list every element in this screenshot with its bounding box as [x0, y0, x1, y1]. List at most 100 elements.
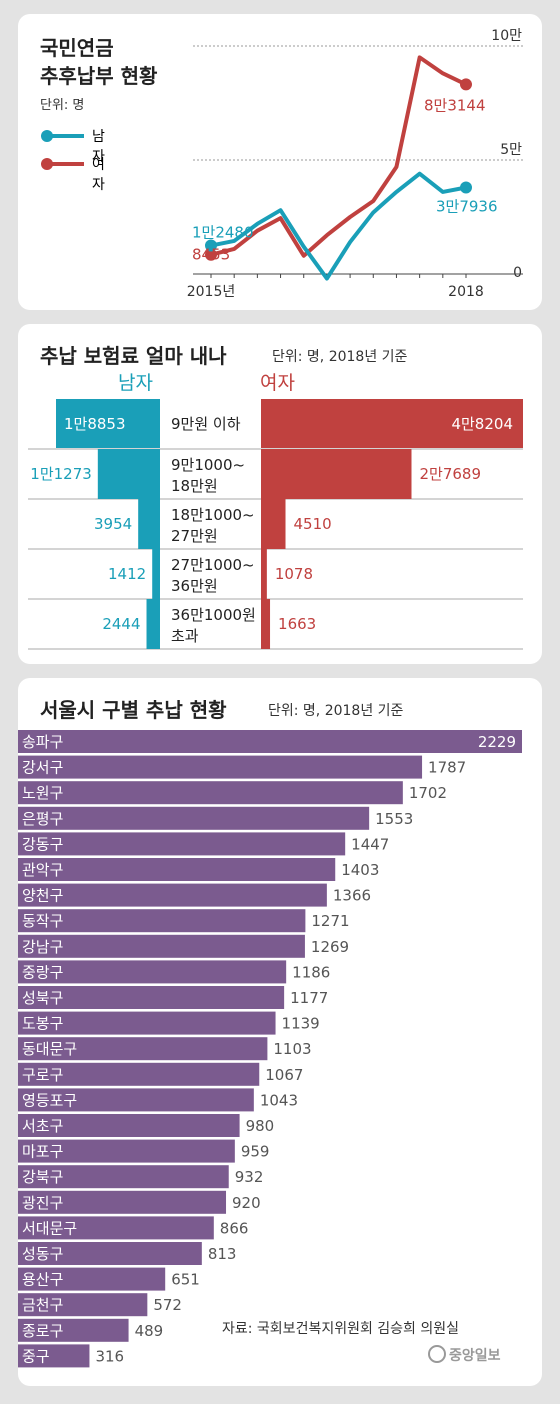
district-name: 강남구	[22, 938, 63, 956]
district-value: 489	[135, 1322, 164, 1340]
district-bar	[18, 934, 305, 958]
district-bar	[18, 986, 285, 1009]
female-bar	[261, 599, 271, 649]
premium-panel: 추납 보험료 얼마 내나 단위: 명, 2018년 기준 남자 여자 1만885…	[18, 324, 542, 664]
district-value: 1103	[273, 1040, 311, 1058]
district-name: 중랑구	[22, 963, 63, 981]
district-name: 구로구	[22, 1066, 63, 1084]
district-value: 572	[153, 1296, 182, 1314]
district-bar	[18, 781, 403, 805]
panel1-title-line1: 국민연금	[40, 36, 114, 60]
female-end-label: 8만3144	[424, 96, 486, 114]
range-label: 18만원	[171, 477, 218, 495]
female-header: 여자	[260, 372, 295, 394]
male-value-label: 1412	[108, 565, 146, 583]
legend-female-swatch	[41, 158, 84, 170]
range-label: 36만원	[171, 577, 218, 595]
y-tick-label: 0	[513, 265, 522, 281]
range-label: 27만1000~	[171, 556, 255, 574]
male-bar	[56, 399, 160, 448]
range-label: 9만1000~	[171, 456, 245, 474]
legend-female: 여자	[40, 156, 105, 193]
male-series-line	[210, 171, 467, 281]
district-value: 1067	[265, 1066, 303, 1084]
district-name: 성동구	[22, 1245, 63, 1263]
district-bar	[18, 1139, 235, 1163]
district-bar	[18, 755, 423, 779]
district-value: 1177	[290, 989, 328, 1007]
publisher-logo: 중앙일보	[428, 1345, 501, 1365]
female-start-label: 8453	[192, 246, 230, 264]
district-name: 강동구	[22, 835, 63, 853]
panel2-unit: 단위: 명, 2018년 기준	[272, 349, 408, 365]
district-name: 강서구	[22, 759, 63, 777]
district-value: 813	[208, 1245, 237, 1263]
female-series-line	[210, 55, 467, 258]
male-bar	[152, 549, 160, 599]
legend-male-swatch	[41, 130, 84, 142]
district-value: 1366	[333, 887, 371, 905]
district-value: 1702	[409, 784, 447, 802]
legend-female-label: 여자	[92, 157, 105, 193]
female-start-point	[205, 248, 217, 261]
female-value-label: 4510	[294, 515, 332, 533]
x-tick-label: 2015년	[187, 284, 236, 300]
district-value: 2229	[478, 733, 516, 751]
district-name: 마포구	[22, 1143, 63, 1161]
female-value-label: 2만7689	[419, 465, 481, 483]
district-name: 도봉구	[22, 1015, 63, 1033]
pension-trend-panel: 국민연금 추후납부 현황 단위: 명 남자 여자 10만 5만 0 2015년 2018…	[18, 14, 542, 310]
district-bar	[18, 1318, 129, 1342]
range-label: 36만1000원	[171, 606, 256, 624]
district-bar	[18, 1216, 214, 1240]
district-name: 영등포구	[22, 1091, 77, 1109]
female-end-point	[460, 78, 472, 91]
district-value: 920	[232, 1194, 261, 1212]
district-name: 강북구	[22, 1168, 63, 1186]
district-value: 932	[235, 1168, 264, 1186]
district-name: 서대문구	[22, 1219, 77, 1237]
male-value-label: 1만1273	[30, 465, 92, 483]
district-bar	[18, 1190, 227, 1214]
district-name: 종로구	[22, 1322, 63, 1340]
district-value: 1271	[311, 912, 349, 930]
male-value-label: 1만8853	[64, 415, 126, 433]
panel1-unit: 단위: 명	[40, 98, 85, 113]
district-value: 1403	[341, 861, 379, 879]
district-value: 1553	[375, 810, 413, 828]
legend-male: 남자	[40, 128, 105, 165]
male-bar	[97, 449, 160, 499]
y-tick-label: 10만	[491, 28, 522, 44]
range-label: 18만1000~	[171, 506, 255, 524]
district-value: 1787	[428, 759, 466, 777]
district-name: 은평구	[22, 810, 63, 828]
male-value-label: 2444	[102, 615, 140, 633]
district-bar	[18, 909, 306, 933]
district-name: 양천구	[22, 887, 63, 905]
line-chart: 10만 5만 0 2015년 2018 1만2480 8453 3만7936 8만3144	[187, 28, 523, 300]
district-name: 노원구	[22, 784, 63, 802]
logo-text: 중앙일보	[449, 1348, 501, 1364]
female-bar	[261, 549, 267, 599]
district-name: 용산구	[22, 1271, 63, 1289]
range-label: 초과	[171, 627, 199, 645]
district-bar	[18, 730, 522, 753]
district-value: 1186	[292, 963, 330, 981]
district-name: 동작구	[22, 912, 63, 930]
range-label: 9만원 이하	[171, 415, 241, 433]
district-bar	[18, 1088, 254, 1112]
female-value-label: 1078	[275, 565, 313, 583]
panel3-unit: 단위: 명, 2018년 기준	[268, 703, 404, 719]
y-tick-label: 5만	[500, 142, 522, 158]
district-value: 1269	[311, 938, 349, 956]
district-bar	[18, 1242, 202, 1265]
district-bar	[18, 1165, 229, 1189]
district-bar	[18, 960, 287, 984]
district-name: 광진구	[22, 1194, 63, 1212]
district-value: 866	[220, 1219, 249, 1237]
district-bar-chart: 송파구 2229 강서구 1787 노원구 1702 은평구 1553 강동구 1447 관악구 14…	[18, 730, 522, 1368]
female-bar	[261, 499, 286, 549]
district-bar	[18, 1344, 90, 1368]
district-bar	[18, 1114, 240, 1137]
district-bar	[18, 858, 336, 881]
